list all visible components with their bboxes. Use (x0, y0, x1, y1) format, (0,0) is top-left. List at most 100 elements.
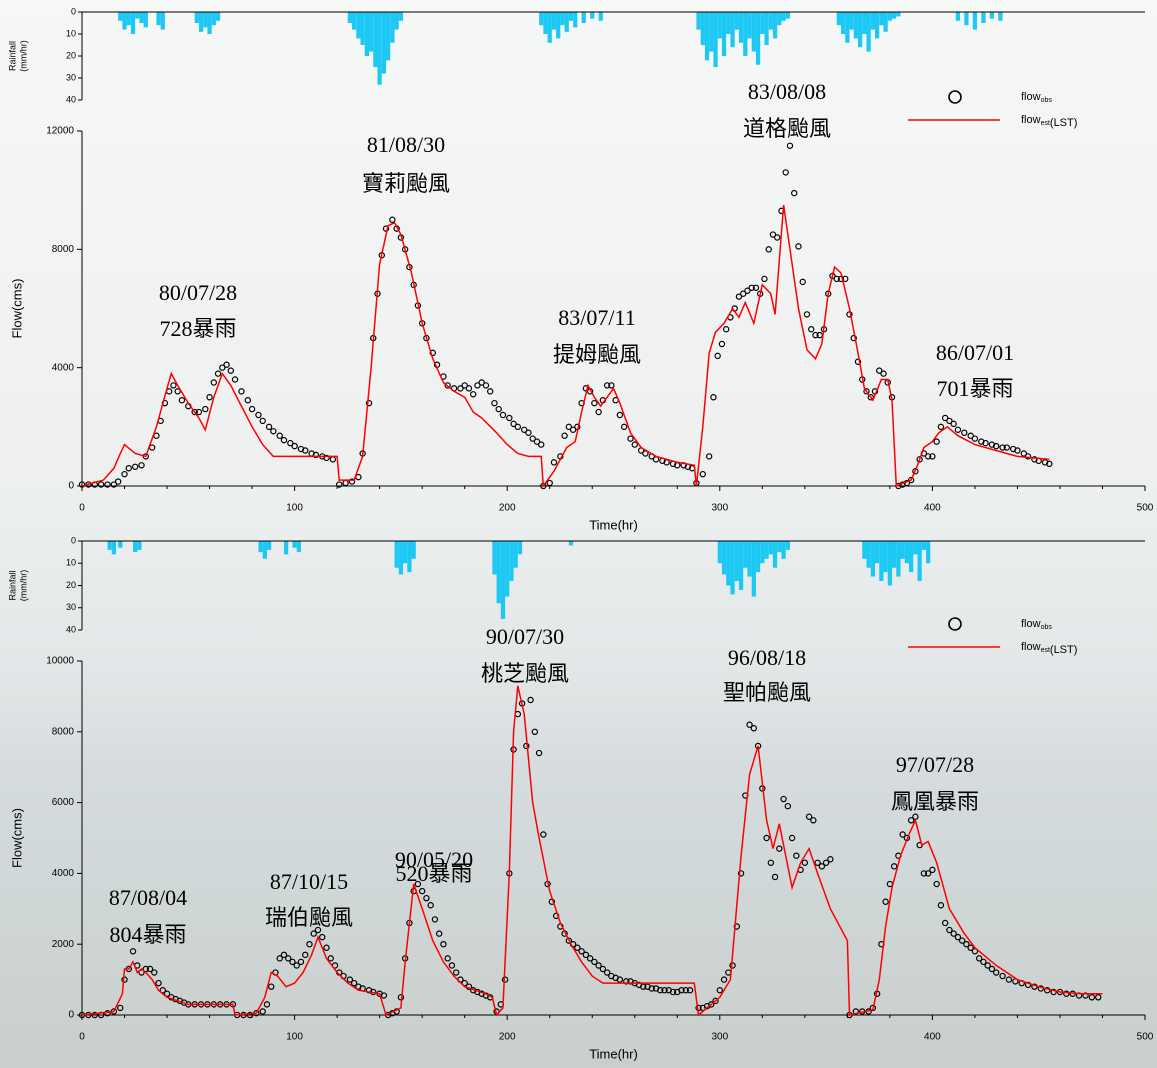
rain-bar (696, 12, 700, 30)
rain-bar (365, 12, 369, 56)
obs-point (592, 401, 597, 406)
obs-point (881, 371, 886, 376)
rain-bar (263, 541, 267, 559)
rain-bar (539, 12, 543, 25)
rain-bar (412, 541, 416, 559)
obs-point (955, 427, 960, 432)
x-axis-label: Time(hr) (589, 517, 638, 532)
obs-point (328, 956, 333, 961)
obs-point (617, 412, 622, 417)
rain-bar (786, 541, 790, 550)
obs-point (628, 436, 633, 441)
y-tick-label: 8000 (52, 726, 75, 737)
rain-bar (858, 12, 862, 47)
rain-bar (713, 12, 717, 67)
obs-point (171, 383, 176, 388)
rain-bar (735, 12, 739, 30)
obs-point (828, 857, 833, 862)
rain-bar (548, 12, 552, 43)
annotation: 81/08/30 (367, 132, 445, 157)
rain-bar (569, 12, 573, 21)
legend-label: flowest(LST) (1021, 641, 1077, 656)
rain-axis-label: (mm/hr) (18, 570, 28, 602)
chart: 010203040Rainfall(mm/hr)0400080001200001… (0, 0, 1157, 1068)
obs-point (632, 442, 637, 447)
rain-bar (764, 541, 768, 559)
obs-point (133, 464, 138, 469)
obs-point (483, 383, 488, 388)
rain-bar (395, 541, 399, 568)
rain-bar (399, 12, 403, 21)
obs-point (526, 430, 531, 435)
y-axis-label: Flow(cms) (9, 808, 24, 868)
y-tick-label: 0 (68, 481, 74, 492)
rain-bar (845, 12, 849, 43)
rain-bar (956, 12, 960, 21)
obs-point (454, 970, 459, 975)
rain-bar (871, 541, 875, 577)
obs-point (488, 389, 493, 394)
rain-bar (909, 541, 913, 572)
legend-suffix: (LST) (1050, 644, 1078, 656)
rain-bar (913, 541, 917, 554)
rain-bar (599, 12, 603, 21)
rain-bar (752, 541, 756, 597)
rain-bar (207, 12, 211, 34)
obs-point (271, 429, 276, 434)
rain-bar (386, 12, 390, 60)
annotation: 520暴雨 (395, 861, 472, 886)
obs-point (239, 389, 244, 394)
rain-tick-label: 10 (66, 558, 76, 568)
rain-tick-label: 20 (66, 580, 76, 590)
page: 010203040Rainfall(mm/hr)0400080001200001… (0, 0, 1157, 1068)
x-tick-label: 0 (79, 1032, 85, 1043)
rain-bar (901, 541, 905, 559)
rain-bar (284, 541, 288, 554)
y-axis-label: Flow(cms) (9, 279, 24, 339)
rain-bar (849, 12, 853, 30)
x-tick-label: 100 (286, 1032, 303, 1043)
rain-bar (569, 541, 573, 545)
obs-point (711, 395, 716, 400)
y-tick-label: 4000 (52, 362, 75, 373)
obs-point (785, 804, 790, 809)
annotation: 87/08/04 (109, 885, 187, 910)
rain-bar (922, 541, 926, 550)
rain-bar (565, 12, 569, 32)
rain-bar (926, 541, 930, 563)
x-tick-label: 400 (924, 503, 941, 514)
obs-point (390, 217, 395, 222)
rain-bar (781, 12, 785, 21)
obs-point (1006, 977, 1011, 982)
obs-point (116, 479, 121, 484)
rain-bar (556, 12, 560, 38)
obs-point (441, 942, 446, 947)
obs-point (260, 1009, 265, 1014)
rain-bar (739, 541, 743, 590)
annotation: 90/07/30 (486, 624, 564, 649)
rain-bar (378, 12, 382, 85)
rain-bar (879, 541, 883, 581)
rain-bar (896, 12, 900, 16)
obs-point (281, 438, 286, 443)
rain-axis-label: Rainfall (7, 570, 17, 600)
obs-point (994, 970, 999, 975)
rain-bar (144, 12, 148, 27)
obs-point (320, 935, 325, 940)
rain-bar (701, 12, 705, 45)
rain-bar (735, 541, 739, 581)
obs-point (130, 949, 135, 954)
rain-bar (267, 541, 271, 550)
rain-bar (552, 12, 556, 30)
rain-bar (501, 541, 505, 619)
obs-point (551, 460, 556, 465)
obs-point (883, 899, 888, 904)
rain-bar (888, 541, 892, 586)
annotation: 83/08/08 (748, 79, 826, 104)
obs-point (562, 433, 567, 438)
rain-bar (118, 12, 122, 21)
rain-bar (356, 12, 360, 38)
obs-point (179, 398, 184, 403)
rain-bar (905, 541, 909, 563)
rain-bar (866, 541, 870, 568)
